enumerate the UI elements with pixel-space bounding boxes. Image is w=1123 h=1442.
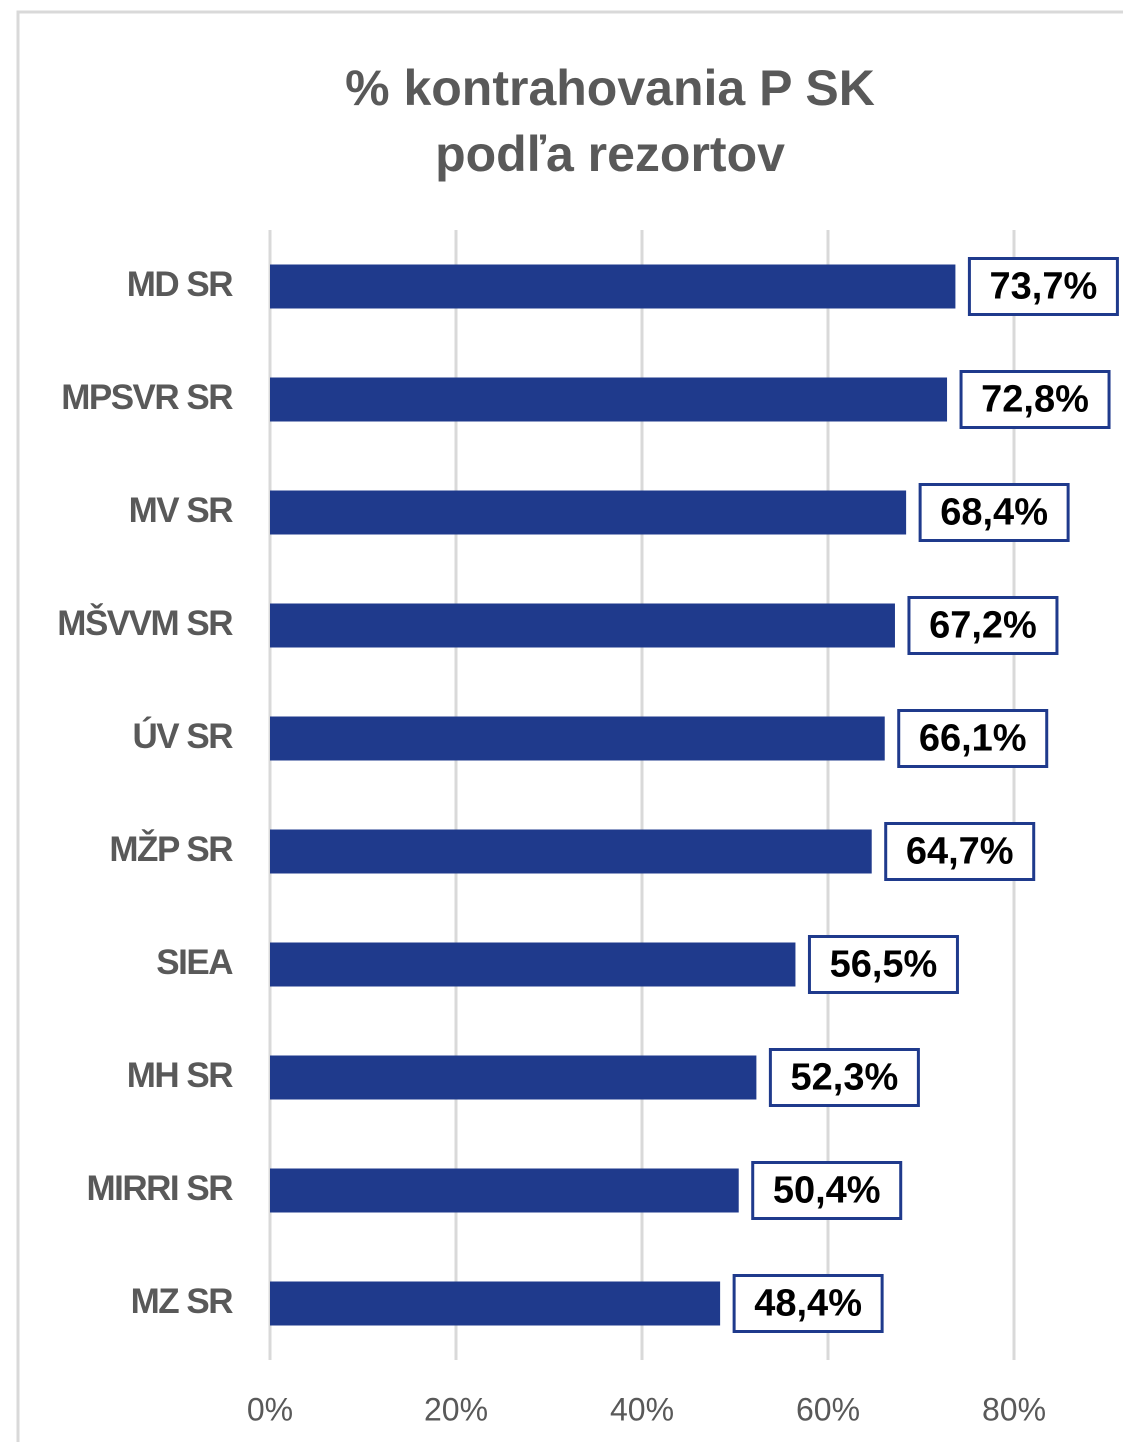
value-label: 48,4%	[754, 1283, 862, 1325]
value-label-box	[768, 1048, 920, 1107]
y-tick-label: SIEA	[156, 943, 233, 982]
y-tick-label: MŠVVM SR	[57, 603, 233, 643]
bar	[270, 377, 948, 422]
value-label-box	[807, 935, 959, 994]
y-tick-label: MD SR	[127, 265, 234, 304]
value-label: 67,2%	[929, 605, 1037, 647]
x-tick-label: 0%	[247, 1391, 293, 1427]
y-tick-label: MPSVR SR	[61, 378, 233, 417]
value-label-box	[751, 1161, 903, 1220]
bar	[270, 716, 885, 761]
y-tick-label: MIRRI SR	[87, 1169, 234, 1208]
value-label-box	[918, 483, 1070, 542]
value-label-box	[897, 709, 1049, 768]
y-tick-label: MH SR	[127, 1056, 234, 1095]
bar	[270, 603, 895, 648]
value-label-box	[907, 596, 1059, 655]
value-label-box	[967, 257, 1119, 316]
y-tick-label: ÚV SR	[133, 716, 234, 756]
x-tick-label: 40%	[610, 1391, 674, 1427]
value-label: 50,4%	[773, 1170, 881, 1212]
bar	[270, 490, 907, 535]
value-label-box	[884, 822, 1036, 881]
y-tick-label: MZ SR	[131, 1282, 234, 1321]
x-tick-label: 60%	[796, 1391, 860, 1427]
y-tick-label: MŽP SR	[109, 829, 233, 869]
value-label: 72,8%	[981, 379, 1089, 421]
bar	[270, 1281, 721, 1326]
value-label: 56,5%	[830, 944, 938, 986]
bar	[270, 829, 872, 874]
bar	[270, 942, 796, 987]
bar	[270, 1168, 739, 1213]
value-label: 64,7%	[906, 831, 1014, 873]
value-label: 73,7%	[990, 266, 1098, 308]
x-tick-label: 80%	[982, 1391, 1046, 1427]
chart-title: % kontrahovania P SK	[345, 60, 875, 116]
chart-title: podľa rezortov	[435, 126, 785, 182]
x-tick-label: 20%	[424, 1391, 488, 1427]
bar	[270, 1055, 757, 1100]
value-label-box	[959, 370, 1111, 429]
value-label-box	[732, 1274, 884, 1333]
value-label: 66,1%	[919, 718, 1027, 760]
bar	[270, 264, 956, 309]
y-tick-label: MV SR	[129, 491, 234, 530]
value-label: 52,3%	[791, 1057, 899, 1099]
value-label: 68,4%	[940, 492, 1048, 534]
